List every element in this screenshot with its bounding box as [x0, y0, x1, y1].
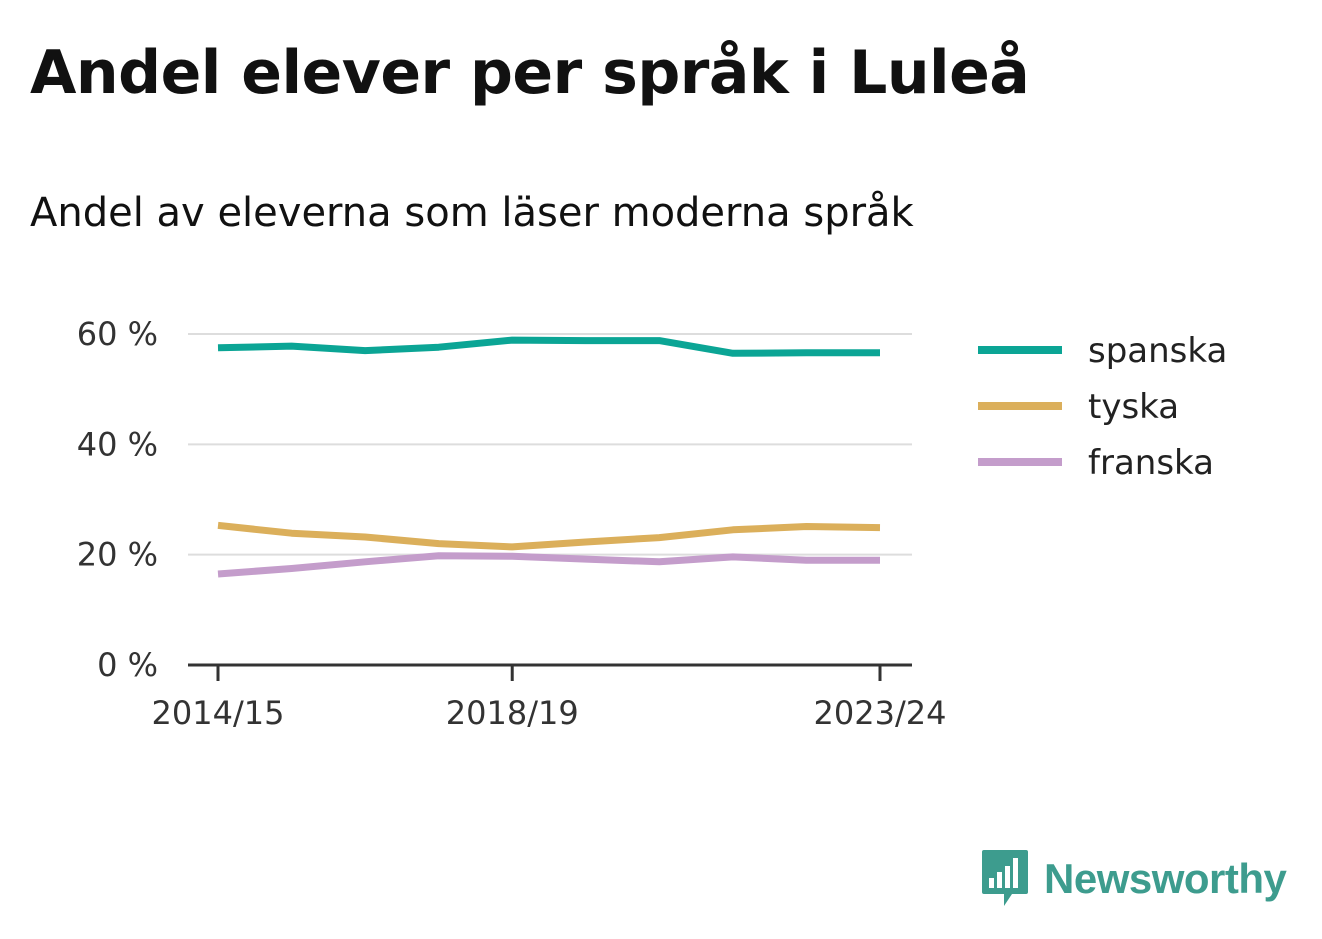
x-tick-label: 2014/15: [152, 694, 285, 732]
y-tick-label: 40 %: [77, 425, 158, 463]
chart-subtitle: Andel av eleverna som läser moderna språ…: [30, 190, 914, 236]
legend-label-spanska: spanska: [1088, 331, 1227, 371]
series-lines: [217, 336, 881, 578]
legend-label-tyska: tyska: [1088, 387, 1179, 427]
legend: spanska tyska franska: [978, 331, 1227, 483]
grid-lines: [188, 333, 912, 556]
y-tick-label: 0 %: [97, 646, 158, 684]
x-tick-label: 2018/19: [446, 694, 579, 732]
newsworthy-logo: Newsworthy: [980, 848, 1287, 910]
brand-name: Newsworthy: [1044, 855, 1287, 902]
x-axis: 2014/15 2018/19 2023/24: [152, 663, 947, 732]
legend-label-franska: franska: [1088, 443, 1214, 483]
newsworthy-bar-chart-icon: [982, 850, 1028, 906]
chart-title: Andel elever per språk i Luleå: [30, 38, 1030, 108]
y-tick-label: 20 %: [77, 536, 158, 574]
series-line-franska: [217, 552, 880, 578]
x-tick-label: 2023/24: [814, 694, 947, 732]
y-axis-tick-labels: 0 % 20 % 40 % 60 %: [77, 315, 158, 684]
y-tick-label: 60 %: [77, 315, 158, 353]
series-line-tyska: [217, 521, 881, 551]
series-line-spanska: [217, 336, 880, 357]
